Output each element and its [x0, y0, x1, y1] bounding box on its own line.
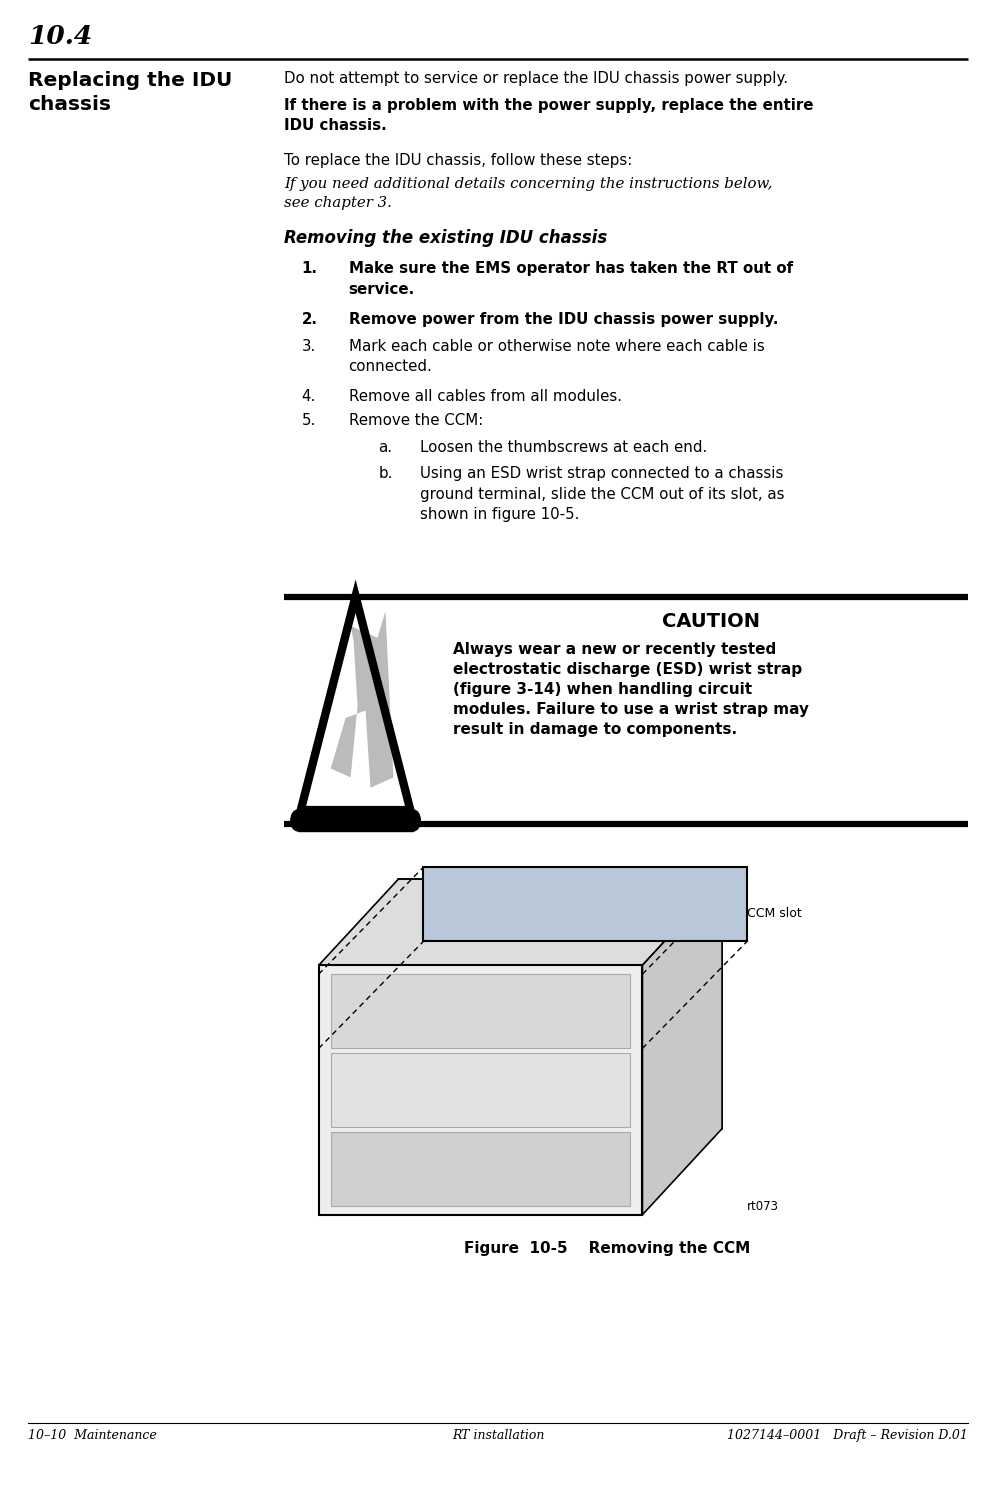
Polygon shape [298, 811, 413, 832]
Text: 2.: 2. [302, 312, 318, 327]
Polygon shape [331, 974, 630, 1048]
Text: 5.: 5. [302, 413, 316, 428]
Polygon shape [423, 867, 747, 941]
Text: b.: b. [378, 466, 392, 481]
Text: 4.: 4. [302, 389, 316, 404]
Polygon shape [331, 1132, 630, 1206]
Text: 10.4: 10.4 [28, 24, 93, 49]
Circle shape [291, 811, 305, 832]
Text: Mark each cable or otherwise note where each cable is
connected.: Mark each cable or otherwise note where … [349, 339, 764, 374]
Polygon shape [331, 612, 393, 787]
Text: RT installation: RT installation [452, 1429, 544, 1442]
Text: Always wear a new or recently tested
electrostatic discharge (ESD) wrist strap
(: Always wear a new or recently tested ele… [453, 642, 809, 737]
Text: CAUTION: CAUTION [661, 612, 760, 631]
Text: Using an ESD wrist strap connected to a chassis
ground terminal, slide the CCM o: Using an ESD wrist strap connected to a … [420, 466, 785, 523]
Circle shape [406, 811, 420, 832]
Polygon shape [398, 879, 722, 1129]
Text: Figure  10-5    Removing the CCM: Figure 10-5 Removing the CCM [464, 1241, 751, 1256]
Text: a.: a. [378, 440, 392, 454]
Text: Remove all cables from all modules.: Remove all cables from all modules. [349, 389, 622, 404]
Polygon shape [642, 879, 722, 1215]
Text: If there is a problem with the power supply, replace the entire
IDU chassis.: If there is a problem with the power sup… [284, 98, 814, 134]
Text: 3.: 3. [302, 339, 316, 353]
Text: Removing the existing IDU chassis: Removing the existing IDU chassis [284, 229, 608, 247]
Text: Remove the CCM:: Remove the CCM: [349, 413, 483, 428]
Text: Replacing the IDU
chassis: Replacing the IDU chassis [28, 71, 232, 114]
Polygon shape [319, 879, 722, 965]
Text: If you need additional details concerning the instructions below,
see chapter 3.: If you need additional details concernin… [284, 177, 772, 209]
Text: rt073: rt073 [747, 1200, 779, 1213]
Polygon shape [331, 1053, 630, 1127]
Polygon shape [319, 965, 642, 1215]
Text: Make sure the EMS operator has taken the RT out of
service.: Make sure the EMS operator has taken the… [349, 261, 793, 297]
Text: Remove power from the IDU chassis power supply.: Remove power from the IDU chassis power … [349, 312, 778, 327]
Text: To replace the IDU chassis, follow these steps:: To replace the IDU chassis, follow these… [284, 153, 632, 168]
Text: CCM slot: CCM slot [747, 907, 802, 919]
Text: 10–10  Maintenance: 10–10 Maintenance [28, 1429, 156, 1442]
Text: Loosen the thumbscrews at each end.: Loosen the thumbscrews at each end. [420, 440, 707, 454]
Text: 1.: 1. [302, 261, 318, 276]
Text: Do not attempt to service or replace the IDU chassis power supply.: Do not attempt to service or replace the… [284, 71, 788, 86]
Polygon shape [301, 595, 410, 811]
Text: 1027144–0001   Draft – Revision D.01: 1027144–0001 Draft – Revision D.01 [727, 1429, 968, 1442]
